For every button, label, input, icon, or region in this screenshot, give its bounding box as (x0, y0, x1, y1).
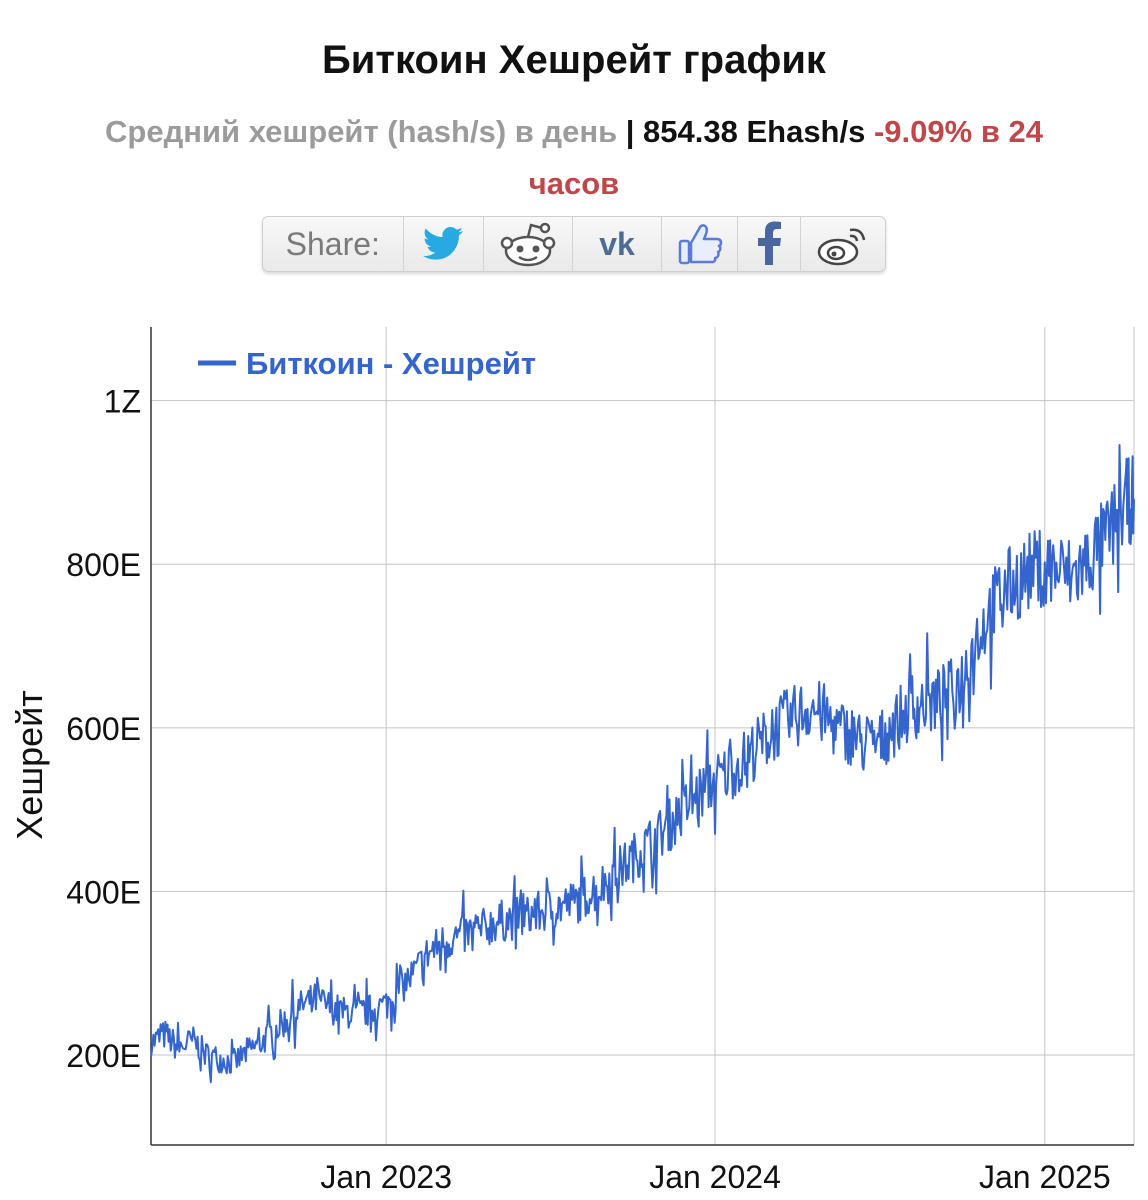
facebook-f-icon (758, 221, 782, 265)
vk-icon: vk (599, 229, 635, 259)
y-tick-label: 400E (66, 874, 141, 910)
facebook-share-button[interactable] (738, 217, 802, 271)
weibo-share-button[interactable] (801, 217, 885, 271)
svg-text:vk: vk (599, 229, 635, 259)
x-tick-label: Jan 2025 (979, 1159, 1111, 1195)
page-subtitle: Средний хешрейт (hash/s) в день | 854.38… (10, 106, 1138, 210)
y-tick-label: 800E (66, 547, 141, 583)
reddit-share-button[interactable] (484, 217, 573, 271)
twitter-bird-icon (423, 227, 464, 260)
current-hashrate-value: 854.38 Ehash/s (643, 114, 866, 149)
share-bar: Share: vk (262, 216, 886, 272)
horizontal-gridlines (151, 400, 1134, 1056)
page-title: Биткоин Хешрейт график (322, 38, 826, 82)
subtitle-label: Средний хешрейт (hash/s) в день (105, 114, 618, 149)
y-tick-label: 600E (66, 711, 141, 747)
y-tick-label: 200E (66, 1038, 141, 1074)
y-tick-label: 1Z (104, 384, 141, 420)
x-tick-label: Jan 2023 (320, 1159, 452, 1195)
y-axis-title: Хешрейт (9, 690, 50, 840)
y-tick-labels: 200E 400E 600E 800E 1Z (66, 384, 141, 1074)
share-label: Share: (263, 217, 404, 271)
weibo-icon (817, 228, 866, 266)
thumbs-up-icon (678, 224, 722, 265)
twitter-share-button[interactable] (404, 217, 485, 271)
like-share-button[interactable] (662, 217, 739, 271)
x-tick-labels: Jan 2023 Jan 2024 Jan 2025 (320, 1159, 1110, 1195)
subtitle-separator: | (617, 114, 644, 149)
legend-label: Биткоин - Хешрейт (246, 346, 536, 381)
change-24h-cont: часов (528, 166, 620, 201)
vk-share-button[interactable]: vk (573, 217, 662, 271)
reddit-alien-icon (500, 222, 556, 267)
x-tick-label: Jan 2024 (649, 1159, 781, 1195)
series-line-hashrate (150, 444, 1135, 1084)
change-24h: -9.09% в 24 (873, 114, 1043, 149)
